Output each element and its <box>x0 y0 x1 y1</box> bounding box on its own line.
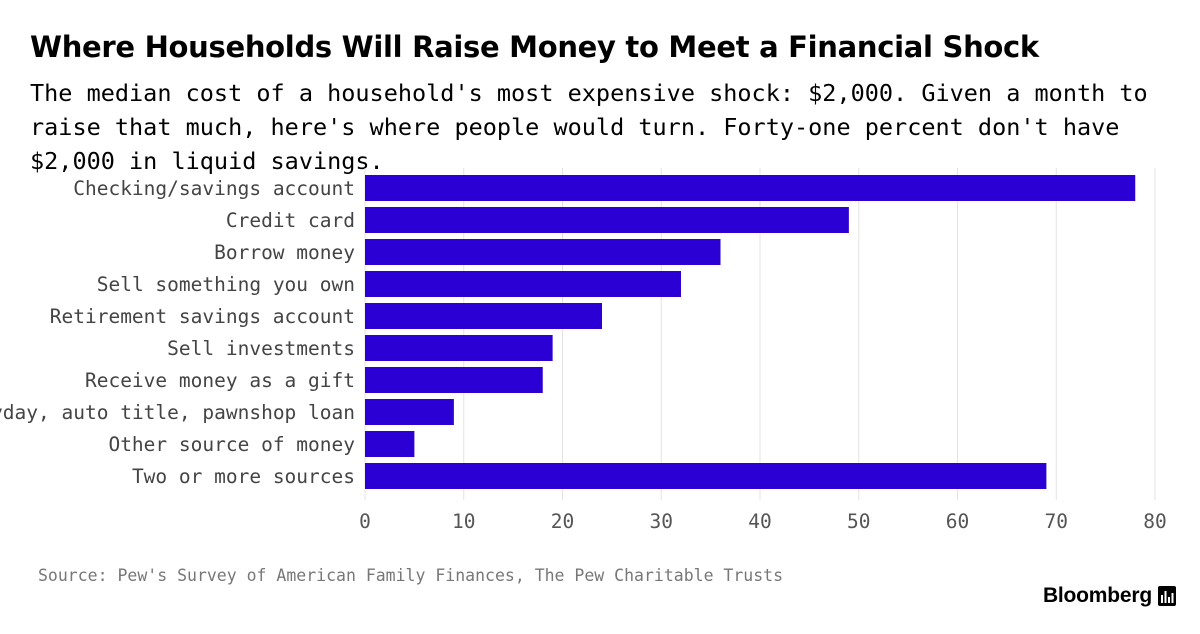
x-tick-label: 50 <box>847 510 870 533</box>
x-tick-label: 20 <box>551 510 574 533</box>
x-tick-label: 70 <box>1045 510 1068 533</box>
category-label: Two or more sources <box>132 465 355 488</box>
bar <box>365 463 1047 489</box>
x-tick-label: 0 <box>359 510 371 533</box>
category-label: Receive money as a gift <box>85 369 355 392</box>
x-tick-label: 80 <box>1143 510 1166 533</box>
bar <box>365 239 721 265</box>
brand-logo: Bloomberg <box>1043 584 1176 608</box>
category-label: Checking/savings account <box>73 177 355 200</box>
bar <box>365 367 543 393</box>
bar <box>365 399 454 425</box>
source-note: Source: Pew's Survey of American Family … <box>38 566 784 585</box>
category-label: Other source of money <box>108 433 355 456</box>
bloomberg-chart-icon <box>1158 586 1176 606</box>
x-tick-label: 60 <box>946 510 969 533</box>
bar <box>365 271 681 297</box>
bar <box>365 335 553 361</box>
category-label: Credit card <box>226 209 355 232</box>
brand-name: Bloomberg <box>1042 584 1152 607</box>
x-tick-label: 10 <box>452 510 475 533</box>
category-label: Borrow money <box>214 241 355 264</box>
category-label: Sell something you own <box>97 273 355 296</box>
bar <box>365 207 849 233</box>
bar <box>365 175 1136 201</box>
category-label: Retirement savings account <box>50 305 355 328</box>
x-tick-label: 40 <box>748 510 771 533</box>
bar <box>365 303 602 329</box>
chart-title: Where Households Will Raise Money to Mee… <box>30 30 1039 64</box>
category-label: Sell investments <box>167 337 355 360</box>
chart-subtitle: The median cost of a household's most ex… <box>30 79 1148 175</box>
x-tick-label: 30 <box>650 510 673 533</box>
category-label: Payday, auto title, pawnshop loan <box>0 401 355 424</box>
bar <box>365 431 415 457</box>
